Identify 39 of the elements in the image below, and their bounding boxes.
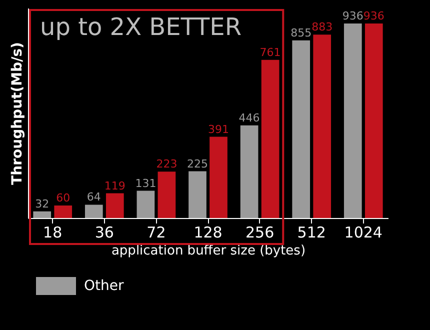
x-tick-label: 1024 — [344, 224, 382, 242]
bar — [106, 193, 124, 218]
data-label: 119 — [104, 179, 126, 192]
data-label: 446 — [238, 111, 260, 124]
data-label: 855 — [290, 26, 312, 40]
bar — [261, 60, 280, 218]
data-label: 131 — [135, 176, 156, 190]
bar — [240, 125, 258, 218]
data-label: 32 — [35, 197, 50, 210]
bar — [188, 171, 206, 218]
x-tick-label: 256 — [245, 224, 274, 242]
bar — [292, 40, 310, 218]
x-tick-label: 128 — [194, 224, 222, 242]
x-tick-label: 18 — [43, 224, 62, 242]
data-label: 391 — [208, 122, 229, 136]
x-axis-title: application buffer size (bytes) — [111, 244, 306, 258]
data-label: 64 — [86, 190, 101, 204]
bar — [136, 190, 155, 218]
bar — [54, 206, 72, 218]
data-label: 936 — [342, 10, 364, 23]
bar — [158, 172, 176, 218]
y-axis-title: Throughput(Mb/s) — [10, 42, 26, 185]
data-label: 761 — [260, 46, 281, 59]
bar — [313, 34, 332, 218]
data-label: 223 — [156, 158, 178, 171]
data-label: 936 — [363, 10, 384, 23]
x-tick-label: 72 — [146, 224, 166, 242]
bar — [84, 204, 103, 218]
data-label: 60 — [56, 192, 70, 205]
bar — [210, 136, 228, 218]
bar — [344, 24, 362, 218]
data-label: 883 — [312, 20, 333, 34]
bar — [364, 24, 383, 218]
annotation: up to 2X BETTER — [40, 13, 242, 41]
x-tick-label: 512 — [297, 224, 326, 242]
legend-label: Other — [84, 278, 124, 294]
data-label: 225 — [187, 157, 208, 170]
bar — [33, 211, 52, 218]
x-tick-label: 36 — [94, 224, 114, 242]
